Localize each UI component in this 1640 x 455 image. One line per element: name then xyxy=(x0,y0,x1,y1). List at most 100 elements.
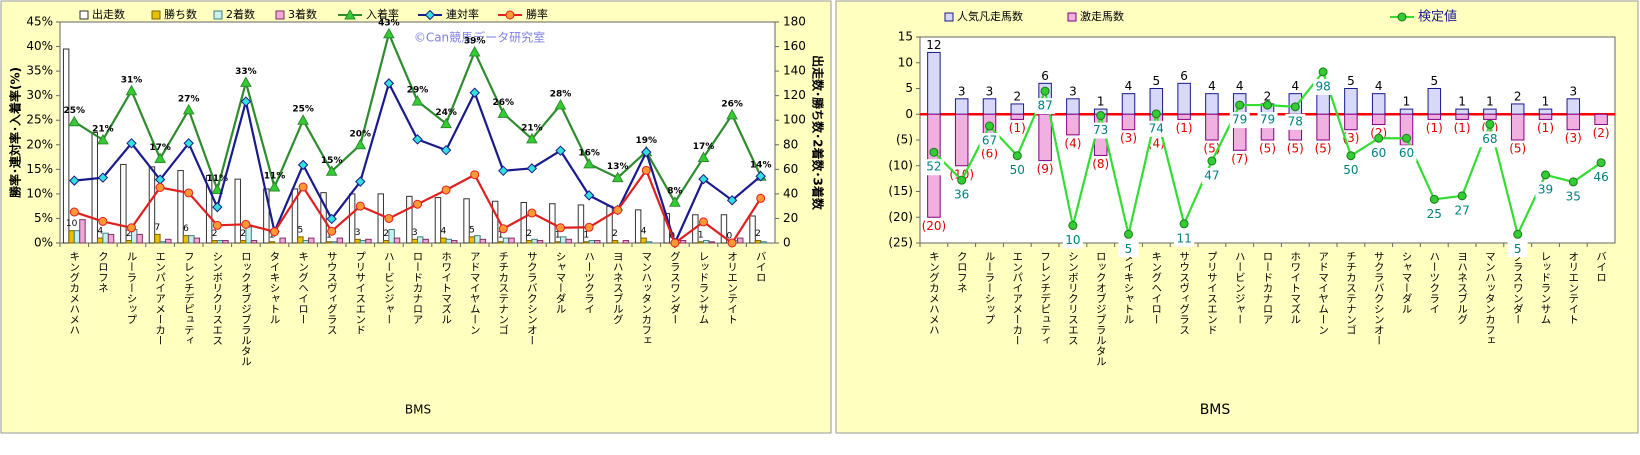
x-tick-label: オリエンテイト xyxy=(1567,251,1579,325)
label-box xyxy=(951,187,972,204)
data-label: 2 xyxy=(212,229,218,239)
marker xyxy=(699,217,708,227)
marker xyxy=(985,121,994,131)
bar xyxy=(1010,113,1025,120)
x-tick-label: クロフネ xyxy=(956,251,968,293)
data-label: 98 xyxy=(1315,79,1330,93)
bar xyxy=(302,240,310,244)
legend-swatch xyxy=(213,10,223,20)
bar xyxy=(263,188,270,244)
bar xyxy=(491,200,499,244)
data-label: 29% xyxy=(407,86,429,96)
data-label: 3 xyxy=(412,228,418,238)
marker xyxy=(69,207,79,217)
data-label: 4 xyxy=(1291,79,1299,93)
x-tick-label: アドマイヤムーン xyxy=(1317,251,1329,335)
marker xyxy=(212,201,223,213)
marker xyxy=(470,170,480,180)
bar xyxy=(583,241,590,244)
watermark: ©Can競馬データ研究室 xyxy=(414,30,545,45)
data-label: 73 xyxy=(1093,123,1108,137)
label-box xyxy=(1563,188,1584,205)
marker xyxy=(469,87,480,98)
bar xyxy=(440,237,447,244)
data-label: 25 xyxy=(1427,207,1442,221)
data-label: (1) xyxy=(1537,121,1554,135)
marker xyxy=(270,227,279,237)
x-tick-label: タイキシャトル xyxy=(1123,251,1135,325)
data-label: 1 xyxy=(1542,95,1550,109)
x-tick-label: ルーラーシップ xyxy=(126,251,138,325)
legend-label: 入着率 xyxy=(366,7,399,21)
x-tick-label: ハービンジャー xyxy=(1234,251,1246,325)
bar xyxy=(720,214,728,244)
data-label: (3) xyxy=(1565,131,1582,145)
marker xyxy=(212,220,222,230)
x-tick-label: フレンチデピュティ xyxy=(183,251,195,346)
bar xyxy=(268,241,276,244)
bar xyxy=(411,238,419,244)
legend-label: 勝ち数 xyxy=(164,7,197,21)
marker xyxy=(505,10,515,20)
x-tick-label: シャマーダル xyxy=(555,251,567,314)
bar xyxy=(634,209,642,244)
data-label: 4 xyxy=(97,227,103,237)
data-label: 4 xyxy=(1236,79,1244,93)
bar xyxy=(1455,108,1469,115)
bar xyxy=(73,230,81,244)
data-label: (5) xyxy=(1509,142,1526,156)
marker xyxy=(1318,67,1328,77)
x-tick-label: マンハッタンカフェ xyxy=(1484,251,1496,346)
data-label: 3 xyxy=(1569,84,1577,98)
bar xyxy=(297,236,304,244)
legend-swatch xyxy=(944,12,954,22)
bar xyxy=(377,193,384,244)
x-tick-label: バイロ xyxy=(755,251,767,283)
legend-label: 出走数 xyxy=(92,7,125,21)
marker xyxy=(611,171,624,183)
marker xyxy=(182,103,195,115)
label-box xyxy=(1479,131,1500,148)
bar xyxy=(279,237,286,244)
bar xyxy=(125,240,133,244)
data-label: 4 xyxy=(1375,79,1383,93)
bar xyxy=(479,238,487,244)
data-label: 21% xyxy=(92,124,114,134)
marker xyxy=(1485,119,1495,129)
y-axis-label: 勝率･連対率･入着率(%) xyxy=(8,67,23,198)
marker xyxy=(1207,156,1217,166)
marker xyxy=(1397,12,1407,22)
data-label: 17% xyxy=(149,143,171,153)
data-label: (3) xyxy=(1120,131,1137,145)
bar xyxy=(336,237,344,244)
data-label: 25% xyxy=(64,106,86,116)
data-label: 5 xyxy=(1514,242,1522,256)
data-label: 2 xyxy=(1013,89,1021,103)
data-label: 47 xyxy=(1204,168,1219,182)
marker xyxy=(184,188,194,198)
data-label: 67 xyxy=(982,134,997,148)
data-label: 11% xyxy=(207,174,229,184)
x-tick-label: ロードカナロア xyxy=(412,251,424,325)
x-tick-label: エンパイアメーカー xyxy=(154,251,166,346)
label-box xyxy=(1340,162,1361,179)
marker xyxy=(268,180,281,192)
y2-tick-label: 100 xyxy=(783,113,806,127)
marker xyxy=(1263,100,1272,110)
bar xyxy=(325,241,333,244)
bar xyxy=(388,228,395,244)
marker xyxy=(127,223,136,233)
bar xyxy=(468,236,476,244)
label-box xyxy=(1285,113,1306,130)
marker xyxy=(1596,158,1606,168)
data-label: 6 xyxy=(1180,69,1188,83)
bar xyxy=(1205,93,1219,115)
x-tick-label: ハーツクライ xyxy=(1428,251,1440,314)
data-label: 4 xyxy=(1125,79,1133,93)
bar xyxy=(382,240,390,244)
data-label: 6 xyxy=(1041,69,1049,83)
data-label: (2) xyxy=(1593,126,1610,140)
x-tick-label: シャマーダル xyxy=(1401,251,1413,314)
marker xyxy=(154,152,166,164)
bar xyxy=(250,240,258,244)
